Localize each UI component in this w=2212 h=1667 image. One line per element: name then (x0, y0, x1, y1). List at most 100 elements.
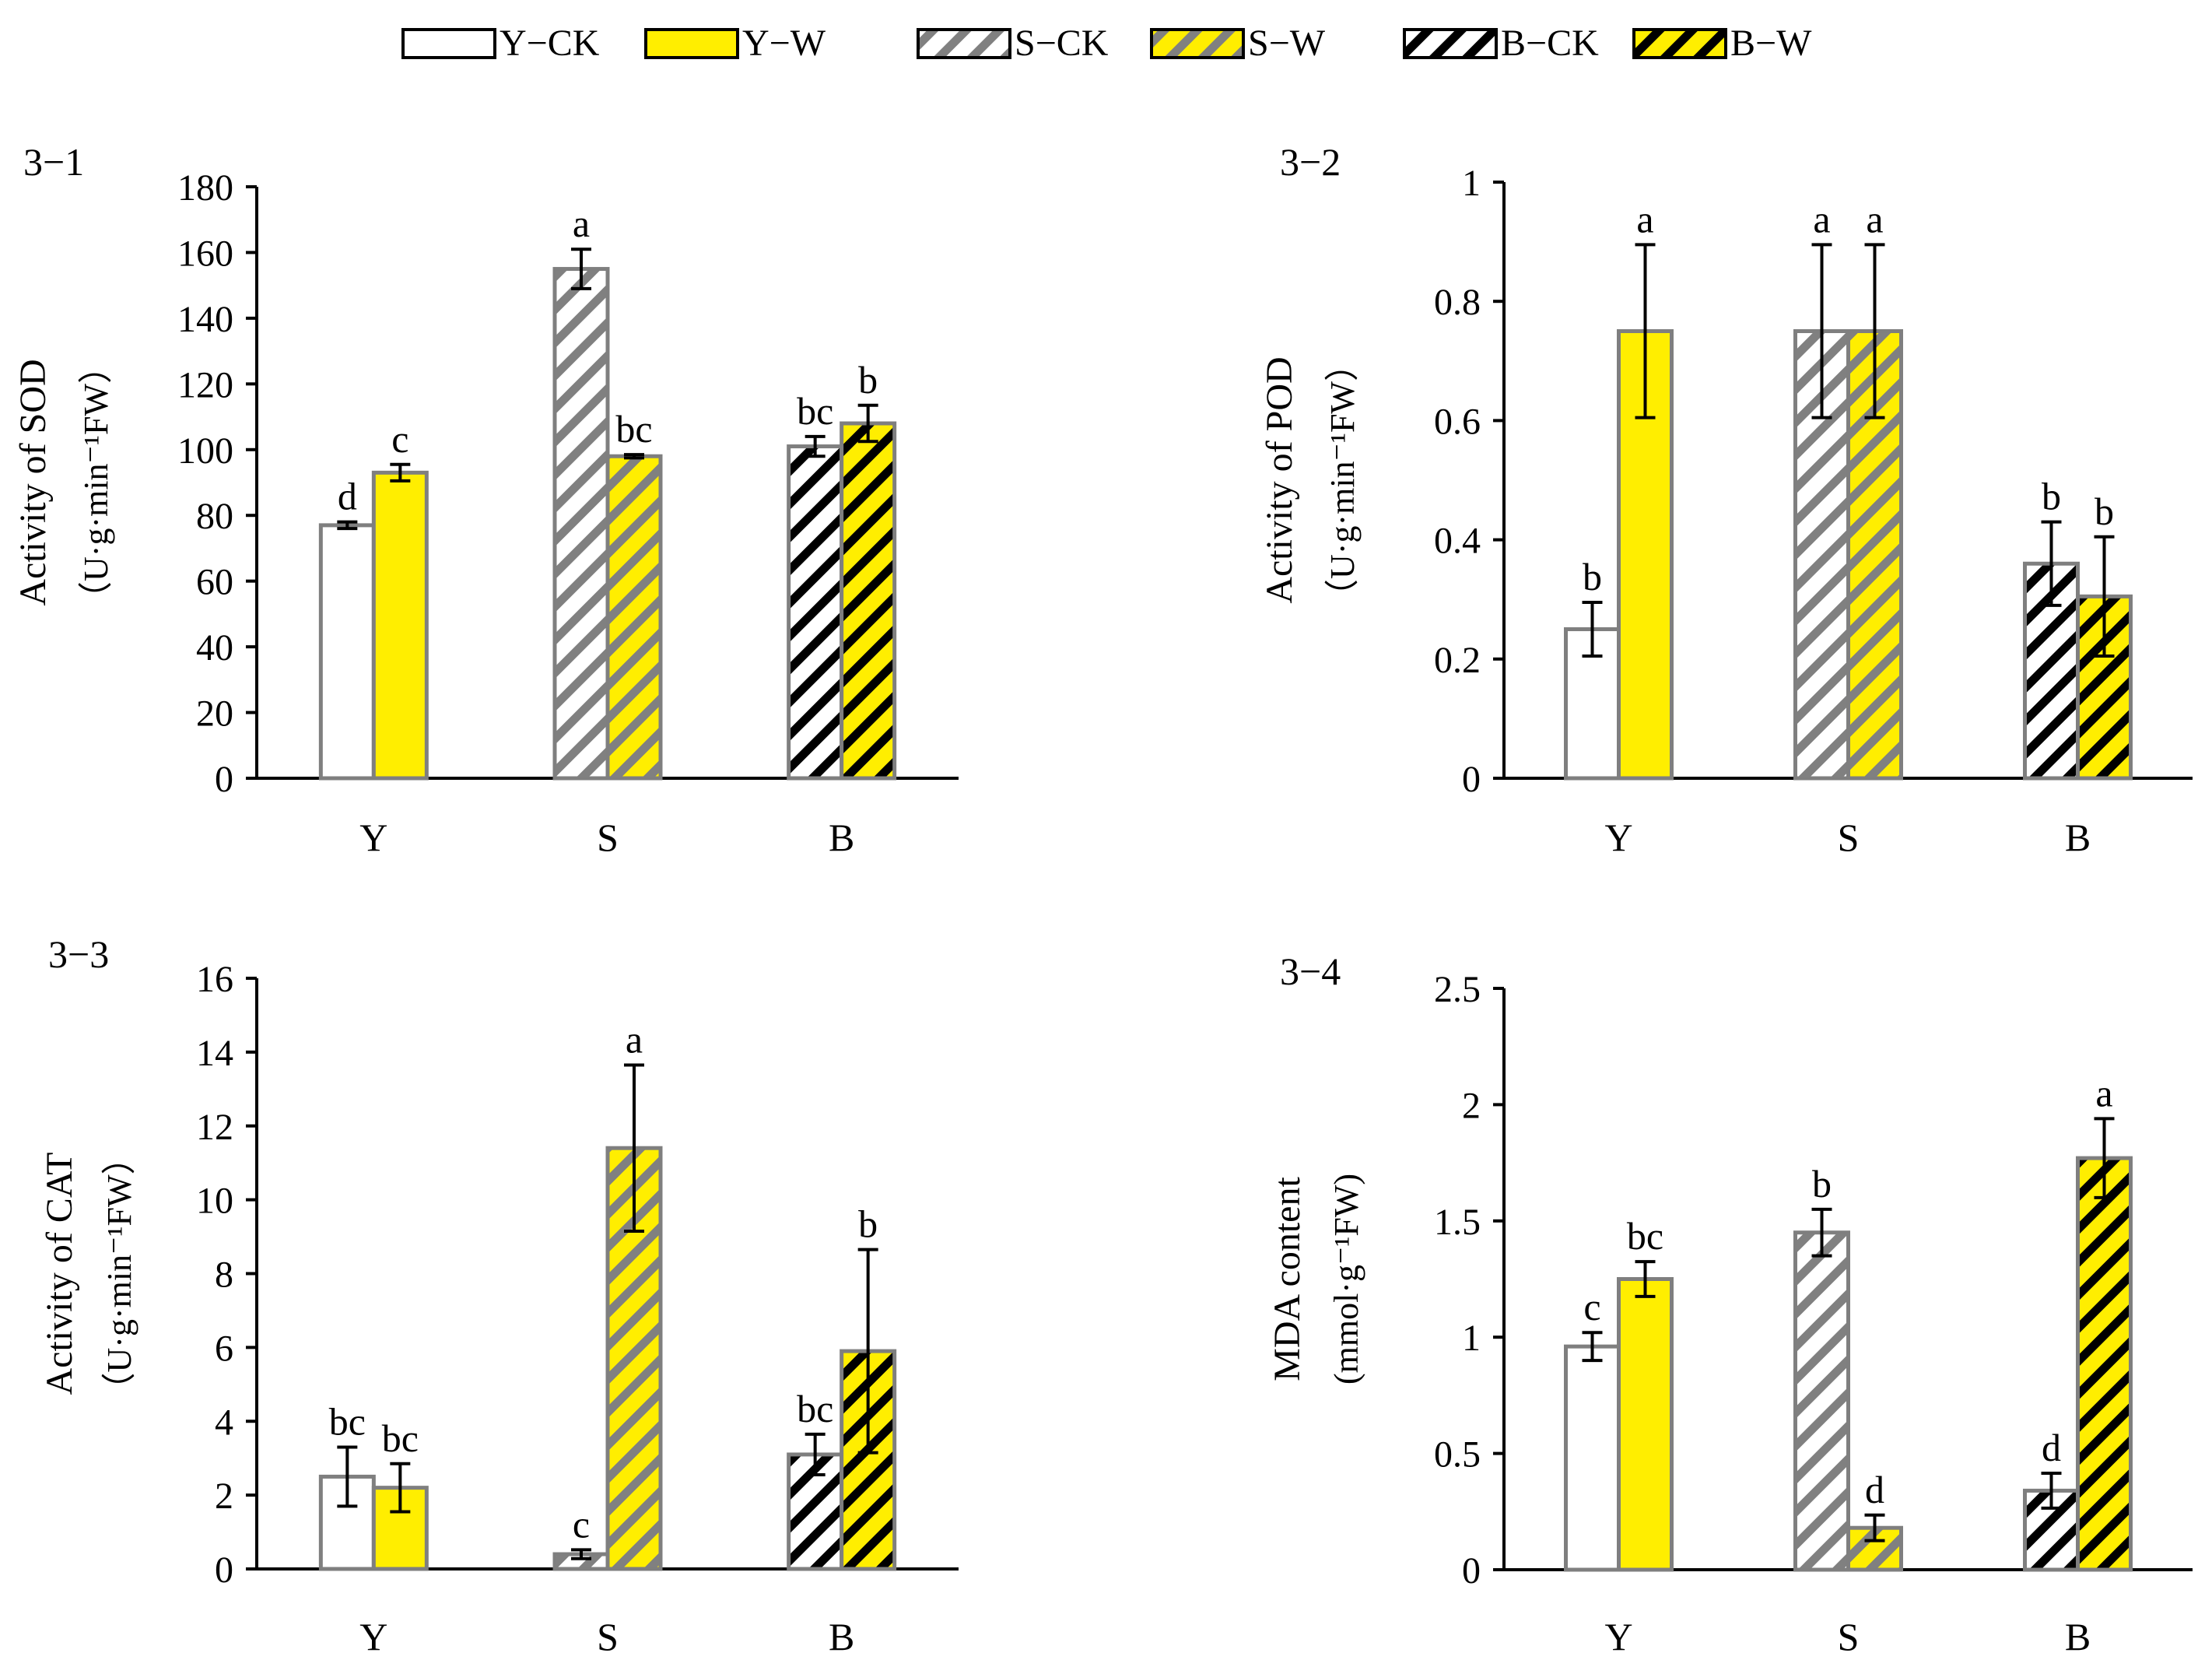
y-tick-label: 0 (1462, 1550, 1481, 1592)
bar-y-w (371, 470, 429, 781)
x-tick-label: B (2065, 816, 2091, 859)
legend-label: B−CK (1501, 23, 1599, 64)
error-bar-y-ck (1582, 601, 1603, 658)
x-tick-label: Y (359, 1615, 387, 1658)
significance-letter: bc (615, 407, 652, 451)
y-axis-unit: （U·g·min⁻¹FW） (100, 1141, 138, 1407)
bar-y-w (1617, 1277, 1674, 1572)
chart-panel-3: 3−3 0 2 4 6 8 10 12 14 16 Y S B Activity of CAT （U·g·m… (39, 932, 959, 1658)
panel-label: 3−2 (1280, 140, 1341, 184)
y-tick-label: 4 (215, 1402, 233, 1443)
y-tick-label: 0.6 (1434, 401, 1481, 442)
legend-label: S−W (1248, 23, 1326, 64)
legend-swatch (1632, 28, 1727, 59)
panel-label: 3−1 (23, 140, 84, 184)
y-tick-label: 60 (196, 562, 233, 603)
error-bar-s-w (624, 1063, 644, 1233)
significance-letter: a (1866, 197, 1883, 240)
error-bar-y-ck (1582, 1331, 1603, 1363)
legend-swatch (917, 28, 1011, 59)
error-bar-s-w (1864, 243, 1885, 419)
y-tick-label: 20 (196, 693, 233, 735)
bar-b-w (2076, 594, 2133, 781)
bar-y-ck (318, 523, 376, 781)
x-tick-label: Y (1604, 816, 1632, 859)
y-tick-label: 12 (196, 1107, 233, 1148)
legend-item-b-w: B−W (1632, 23, 1812, 64)
error-bar-b-ck (805, 1432, 826, 1477)
error-bar-y-w (1635, 243, 1656, 419)
error-bar-b-ck (805, 434, 826, 458)
y-tick-label: 120 (177, 364, 233, 405)
chart-panel-2: 3−2 0 0.2 0.4 0.6 0.8 1 Y S B Activity of POD （U·g·… (1259, 140, 2193, 859)
y-tick-label: 10 (196, 1181, 233, 1222)
significance-letter: a (573, 202, 590, 245)
x-tick-label: B (829, 816, 854, 859)
y-tick-label: 40 (196, 627, 233, 669)
y-tick-label: 1 (1462, 1318, 1481, 1359)
error-bar-b-w (2094, 535, 2115, 658)
error-bar-y-ck (337, 520, 358, 531)
significance-letter: a (1636, 197, 1653, 240)
significance-letter: d (1865, 1468, 1884, 1511)
significance-letter: bc (329, 1399, 366, 1443)
chart-panel-4: 3−4 0 0.5 1 1.5 2 2.5 Y S B MDA content (mmol·g⁻¹FW… (1267, 949, 2193, 1658)
legend: Y−CK Y−W S−CK S−W B−CK B−W (401, 23, 1812, 64)
error-bar-b-w (857, 403, 878, 444)
significance-letter: d (338, 475, 357, 518)
error-bar-b-ck (2041, 1471, 2062, 1510)
error-bar-s-ck (571, 1548, 591, 1560)
legend-label: Y−W (742, 23, 826, 64)
significance-letter: bc (797, 1387, 833, 1430)
y-tick-label: 16 (196, 959, 233, 1000)
y-tick-label: 80 (196, 496, 233, 537)
significance-letter: a (2095, 1071, 2112, 1114)
significance-letter: b (1812, 1162, 1832, 1206)
y-tick-label: 0.5 (1434, 1434, 1481, 1476)
significance-letter: b (858, 1202, 878, 1246)
legend-item-y-w: Y−W (644, 23, 826, 64)
significance-letter: c (1583, 1285, 1600, 1328)
bar-b-w (840, 421, 897, 781)
y-tick-label: 0 (1462, 759, 1481, 800)
y-tick-label: 14 (196, 1033, 233, 1074)
significance-letter: a (626, 1017, 643, 1061)
legend-item-s-w: S−W (1150, 23, 1326, 64)
significance-letter: c (391, 417, 408, 461)
bar-b-w (2076, 1156, 2133, 1572)
significance-letter: b (858, 358, 878, 402)
y-tick-label: 140 (177, 299, 233, 340)
error-bar-y-w (390, 1462, 411, 1514)
y-tick-label: 100 (177, 430, 233, 472)
x-tick-label: B (829, 1615, 854, 1658)
y-tick-label: 0.2 (1434, 640, 1481, 681)
y-tick-label: 160 (177, 233, 233, 274)
significance-letter: bc (382, 1416, 419, 1460)
x-tick-label: S (597, 816, 619, 859)
legend-item-b-ck: B−CK (1403, 23, 1599, 64)
y-tick-label: 0 (215, 759, 233, 800)
significance-letter: b (2042, 475, 2061, 518)
error-bar-s-ck (1811, 1207, 1832, 1258)
y-tick-label: 1.5 (1434, 1202, 1481, 1243)
y-tick-label: 8 (215, 1255, 233, 1296)
y-axis-unit: （U·g·min⁻¹FW） (77, 349, 115, 616)
bar-s-w (605, 454, 663, 781)
legend-item-s-ck: S−CK (917, 23, 1109, 64)
error-bar-s-ck (571, 247, 591, 290)
error-bar-s-ck (1811, 243, 1832, 419)
panel-label: 3−3 (48, 932, 109, 976)
x-tick-label: S (1838, 1615, 1860, 1658)
significance-letter: b (1583, 555, 1602, 598)
chart-panel-1: 3−1 0 20 40 60 80 100 120 140 160 180 Y S B Activity o… (12, 140, 959, 859)
x-tick-label: S (1838, 816, 1860, 859)
legend-swatch (1150, 28, 1245, 59)
error-bar-b-w (857, 1248, 878, 1455)
legend-swatch (401, 28, 496, 59)
error-bar-s-w (624, 453, 644, 460)
significance-letter: bc (797, 389, 833, 433)
y-tick-label: 180 (177, 167, 233, 209)
y-tick-label: 2.5 (1434, 969, 1481, 1010)
